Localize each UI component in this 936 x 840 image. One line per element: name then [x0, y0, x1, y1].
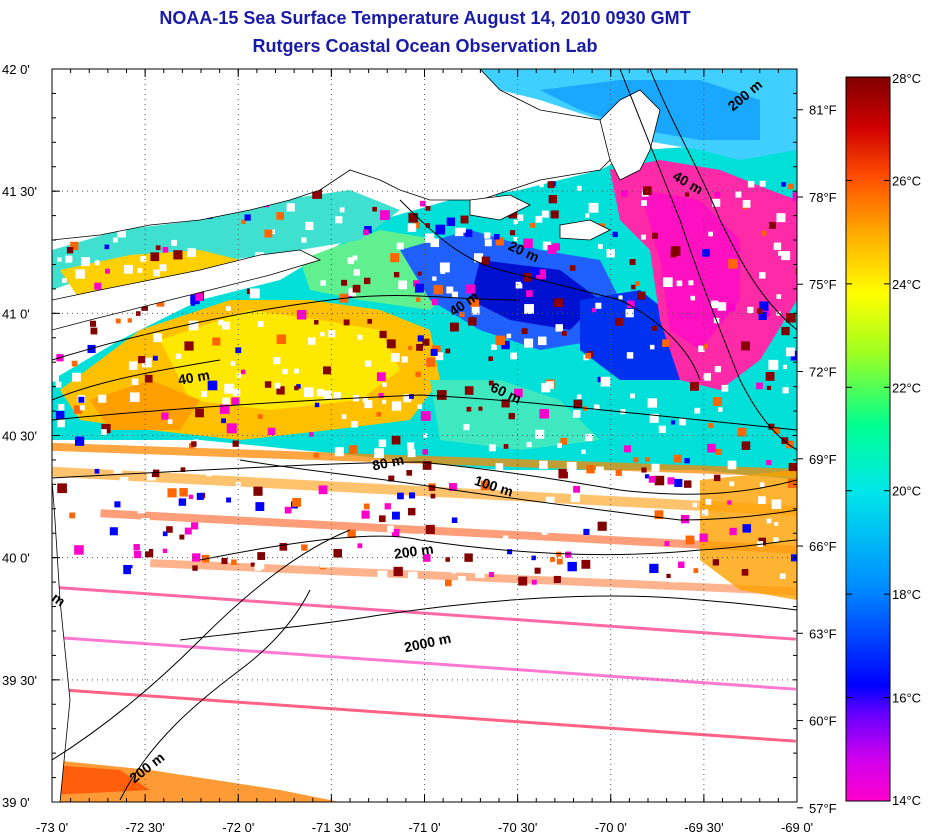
colorbar-tick-label: 28°C — [892, 71, 921, 86]
fahrenheit-tick-label: 72°F — [809, 365, 837, 380]
fahrenheit-tick-label: 63°F — [809, 626, 837, 641]
longitude-axis: -73 0' -72 30' -72 0' -71 30' -71 0' -70 30' -… — [36, 820, 813, 835]
lat-tick-label: 42 0' — [2, 62, 30, 77]
colorbar-tick-label: 24°C — [892, 277, 921, 292]
fahrenheit-tick-label: 69°F — [809, 452, 837, 467]
colorbar-tick-label: 22°C — [892, 380, 921, 395]
lon-tick-label: -70 0' — [595, 820, 627, 835]
lat-tick-label: 40 30' — [2, 429, 37, 444]
fahrenheit-tick-label: 75°F — [809, 277, 837, 292]
lon-tick-label: -69 30' — [684, 820, 723, 835]
colorbar-tick-label: 16°C — [892, 691, 921, 706]
lon-tick-label: -71 0' — [408, 820, 440, 835]
colorbar-ramp — [845, 76, 891, 802]
latitude-axis: 39 0' 39 30' 40 0' 40 30' 41 0' 41 30' 42 0' — [2, 62, 37, 810]
colorbar-tick-label: 26°C — [892, 173, 921, 188]
colorbar-tick-label: 20°C — [892, 484, 921, 499]
fahrenheit-axis: 81°F 78°F 75°F 72°F 69°F 66°F 63°F 60°F 57°F — [809, 103, 837, 816]
lat-tick-label: 41 30' — [2, 184, 37, 199]
colorbar-tick-label: 14°C — [892, 793, 921, 808]
lat-tick-label: 39 0' — [2, 795, 30, 810]
lat-tick-label: 39 30' — [2, 673, 37, 688]
lon-tick-label: -72 30' — [125, 820, 164, 835]
lon-tick-label: -72 0' — [222, 820, 254, 835]
colorbar: 28°C 26°C 24°C 22°C 20°C 18°C 16°C 14°C — [845, 71, 921, 808]
graticule — [52, 69, 797, 802]
lon-tick-label: -70 30' — [498, 820, 537, 835]
map-title: NOAA-15 Sea Surface Temperature August 1… — [159, 8, 691, 28]
contour-label: 200 m — [393, 540, 435, 561]
contour-label: 40 m — [177, 367, 211, 388]
map-subtitle: Rutgers Coastal Ocean Observation Lab — [252, 36, 598, 56]
fahrenheit-tick-label: 78°F — [809, 190, 837, 205]
lon-tick-label: -73 0' — [36, 820, 68, 835]
cloud-speckles — [52, 180, 797, 587]
bathymetry-contours — [52, 69, 797, 801]
lat-tick-label: 40 0' — [2, 551, 30, 566]
contour-label: 80 m — [371, 451, 406, 473]
lon-tick-label: -71 30' — [312, 820, 351, 835]
land — [52, 69, 661, 802]
lon-tick-label: -69 0' — [781, 820, 813, 835]
fahrenheit-tick-label: 60°F — [809, 714, 837, 729]
fahrenheit-tick-label: 81°F — [809, 103, 837, 118]
fahrenheit-tick-label: 66°F — [809, 539, 837, 554]
lat-tick-label: 41 0' — [2, 306, 30, 321]
colorbar-tick-label: 18°C — [892, 587, 921, 602]
fahrenheit-tick-label: 57°F — [809, 801, 837, 816]
